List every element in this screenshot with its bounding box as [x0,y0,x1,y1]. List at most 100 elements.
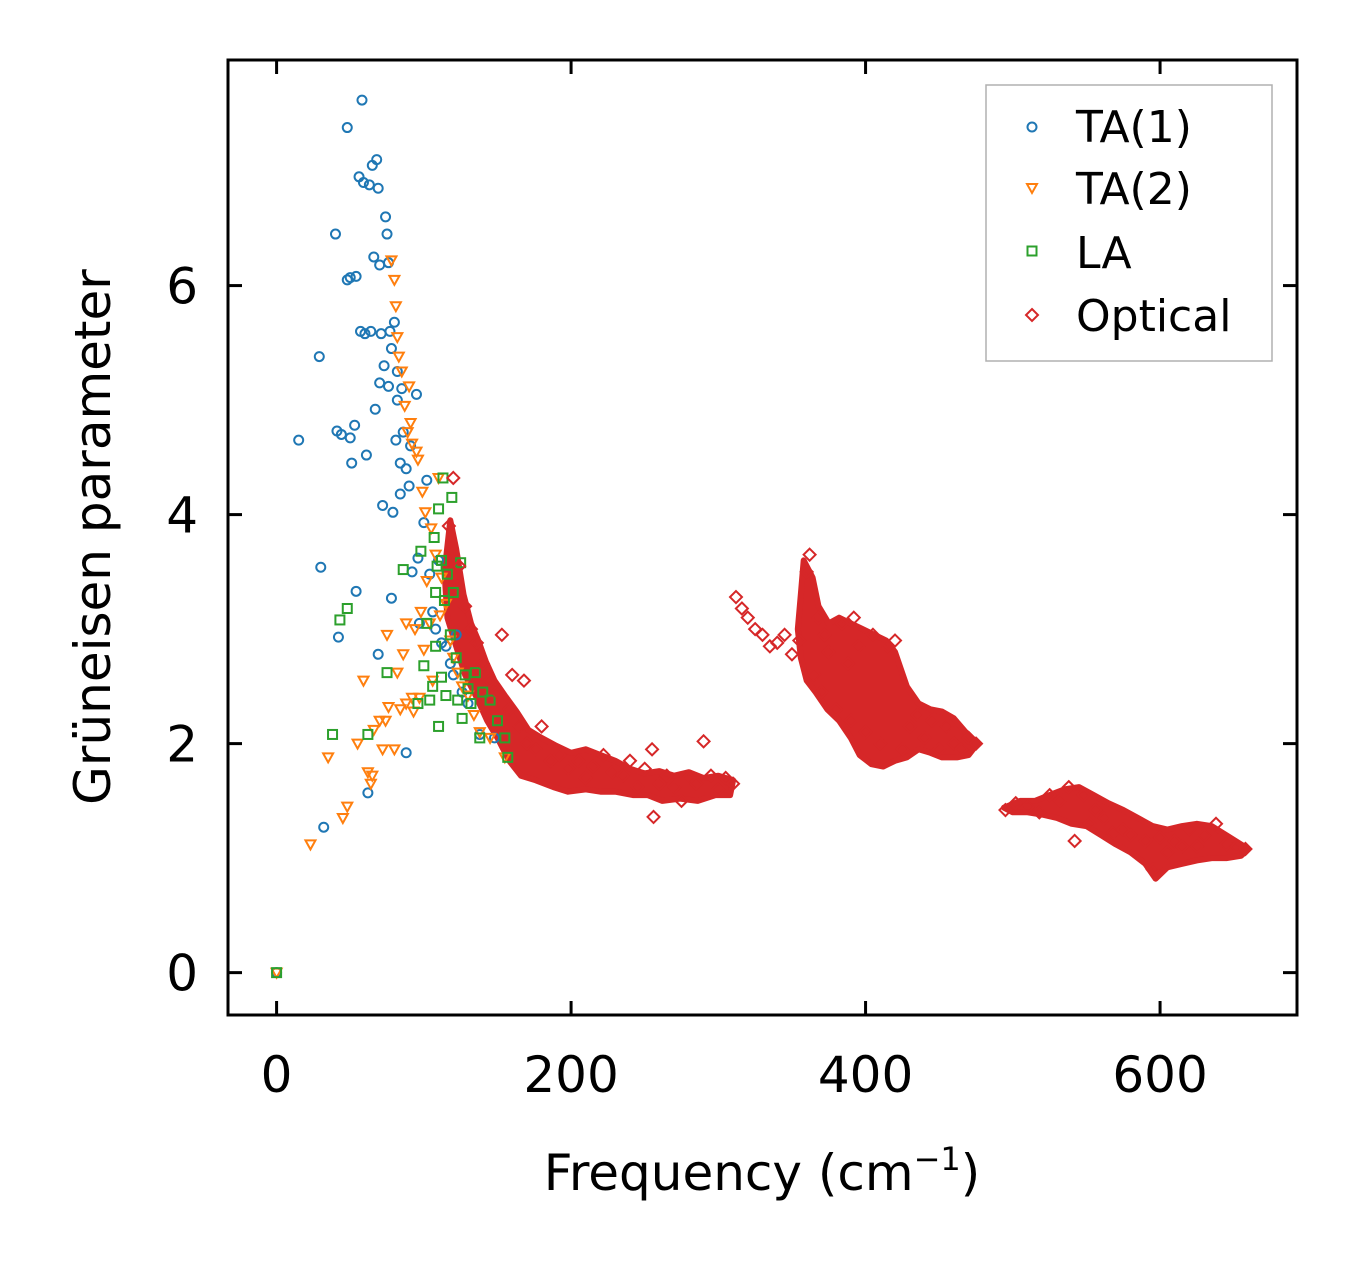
ta1-point [341,274,353,286]
optical-point [622,753,638,769]
optical-point [816,627,832,643]
ta2-point [384,255,399,268]
ta1-point [390,434,402,446]
optical-point [939,719,954,734]
optical-point [475,656,491,671]
ta2-point [403,417,418,431]
optical-point [1145,862,1161,877]
optical-point [725,776,741,792]
optical-point [843,713,859,729]
optical-point [747,621,763,637]
la-point [462,683,474,695]
optical-point [652,776,667,792]
x-tick-label: 400 [818,1046,913,1104]
ta1-point [394,457,406,469]
optical-point [528,741,544,757]
ta1-point [346,457,358,469]
ta1-point [344,432,356,444]
ta2-point [409,446,424,459]
ta2-point [389,301,403,314]
ta1-point [335,428,347,440]
optical-point [1020,799,1035,815]
ta1-point [421,474,433,486]
optical-point [710,782,726,797]
la-point [438,594,450,606]
optical-point [1208,816,1224,832]
optical-point [482,673,498,689]
optical-point [596,747,611,763]
optical-point [578,770,594,786]
ta1-point [405,440,417,452]
optical-point [953,741,969,757]
x-tick-label: 600 [1112,1046,1207,1104]
ta1-point [400,747,412,759]
la-point [341,602,353,614]
optical-point [504,667,520,683]
y-tick-label: 4 [166,487,198,545]
optical-point [924,713,940,729]
optical-point [451,558,467,574]
ta2-point [365,770,379,783]
optical-point [560,761,576,777]
plot-frame [226,58,1299,1017]
optical-point [441,518,457,534]
y-axis-title: Grüneisen parameter [64,269,122,805]
optical-point [646,809,661,825]
ta2-point [390,332,405,345]
optical-point [1218,836,1234,852]
optical-point [644,741,660,757]
optical-point [534,719,550,734]
ta2-point [356,675,371,688]
optical-point [806,667,822,683]
ta1-point [377,499,389,511]
la-point [444,629,456,641]
la-point [465,698,477,710]
ta2-point [387,744,402,757]
ta1-point [365,325,377,337]
optical-point [931,741,947,757]
optical-point [1238,841,1253,857]
ta2-point [380,629,394,642]
optical-point [902,719,918,734]
ta1-point [293,434,305,446]
la-point [428,532,440,543]
la-point [427,680,439,692]
optical-point [512,719,527,734]
optical-point [604,764,620,780]
la-point [469,667,481,679]
ta2-point [303,839,318,852]
optical-point [519,736,535,752]
y-tick-label: 6 [166,258,198,316]
la-point [499,732,511,744]
ta2-point [420,576,434,589]
ta2-point [408,624,422,637]
optical-point [674,793,689,809]
legend: TA(1) TA(2) LA Optical [985,84,1273,362]
axis-ticks: 0 200 400 600 0 2 4 6 [166,60,1297,1104]
ta2-point [361,767,375,780]
la-point [430,586,442,598]
optical-point [445,470,461,486]
optical-point [840,656,856,671]
optical-point [791,633,807,648]
optical-point [1182,822,1197,837]
legend-label-ta2: TA(2) [1075,164,1192,215]
la-point [436,554,448,566]
ta2-point [399,698,413,711]
ta2-point [400,427,415,440]
ta1-point [382,380,394,392]
la-point [418,660,430,672]
ta2-point [390,667,405,680]
optical-point [858,724,873,740]
optical-point [696,733,712,749]
optical-point [637,761,653,777]
ta1-point [430,623,442,635]
optical-point [1067,833,1083,849]
la-point [446,491,458,503]
la-point [477,686,489,698]
optical-point [463,621,479,637]
ta2-point [443,635,458,648]
optical-point [490,684,505,700]
ta1-point [380,211,392,223]
y-tick-label: 2 [166,716,198,774]
